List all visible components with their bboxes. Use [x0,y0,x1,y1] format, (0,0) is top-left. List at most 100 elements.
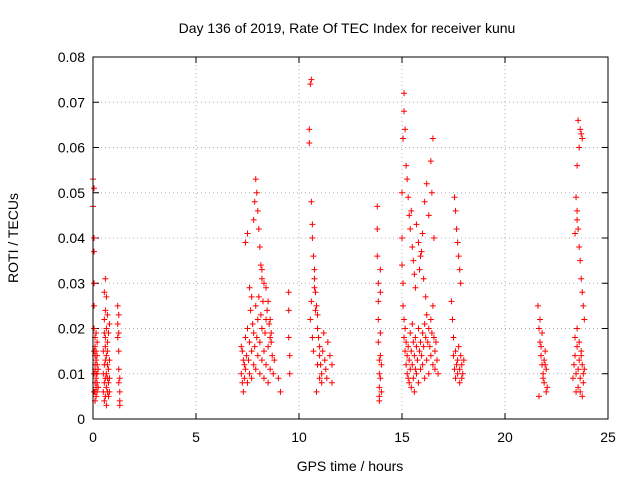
data-point [377,352,384,359]
data-point [375,280,382,287]
data-point [309,235,316,241]
data-point [241,361,248,368]
data-point [91,280,98,287]
data-point [579,289,586,296]
data-point [249,320,256,327]
data-point [412,284,419,291]
data-point [377,266,384,273]
data-point [452,207,459,214]
data-point [377,375,384,382]
data-point [104,339,111,346]
data-point [263,284,270,291]
data-point [252,176,259,183]
data-point [115,348,122,355]
data-point [262,330,269,337]
data-point [403,162,410,169]
data-point [414,357,421,364]
data-point [312,289,319,296]
data-point [411,388,418,395]
data-point [254,352,261,359]
data-point [245,357,252,364]
data-point [412,366,419,373]
data-point [314,311,321,318]
data-point [535,393,542,400]
data-point [573,370,580,377]
data-point [428,189,435,196]
data-point [91,325,98,332]
data-point [93,330,100,337]
data-point [426,343,433,350]
axis-ticks: 0 5 10 15 20 25 0 0.01 0.02 0.03 0.04 0.05 0.06 0.07 0… [58,49,616,445]
data-point [378,388,385,395]
data-point [542,361,549,368]
data-point [456,366,463,373]
data-point [451,366,458,373]
data-points [90,76,588,409]
data-point [286,370,293,377]
grid-lines [93,57,608,419]
data-point [313,302,320,309]
data-point [429,135,436,142]
data-point [376,397,383,404]
data-point [311,275,318,282]
data-point [258,357,265,364]
data-point [412,334,419,341]
data-point [538,352,545,359]
data-point [425,212,432,219]
data-point [114,334,121,341]
data-point [246,284,253,291]
data-point [103,352,110,359]
data-point [401,90,408,97]
data-point [94,388,101,395]
y-tick-label: 0.06 [58,140,85,156]
data-point [429,302,436,309]
data-point [285,289,292,296]
data-point [403,361,410,368]
data-point [243,352,250,359]
data-point [576,339,583,346]
data-point [94,339,101,346]
y-axis-label: ROTI / TECUs [5,193,21,283]
data-point [265,379,272,386]
data-point [91,235,98,241]
data-point [401,108,408,115]
data-point [454,370,461,377]
data-point [450,352,457,359]
data-point [115,311,122,318]
data-point [116,375,123,382]
data-point [427,352,434,359]
data-point [321,357,328,364]
data-point [581,366,588,373]
data-point [258,275,265,282]
data-point [459,370,466,377]
data-point [456,379,463,386]
data-point [572,352,579,359]
data-point [313,388,320,395]
data-point [578,275,585,282]
data-point [574,325,581,332]
data-point [422,334,429,341]
data-point [256,339,263,346]
data-point [413,370,420,377]
data-point [402,126,409,133]
data-point [264,307,271,314]
data-point [91,185,98,192]
data-point [101,397,108,404]
data-point [575,384,582,391]
data-point [574,207,581,214]
data-point [427,316,434,323]
data-point [375,298,382,305]
data-point [309,221,316,228]
data-point [542,348,549,355]
data-point [307,81,314,88]
data-point [306,126,313,133]
data-point [430,334,437,341]
data-point [399,189,405,196]
chart-title: Day 136 of 2019, Rate Of TEC Index for r… [179,20,516,36]
data-point [308,76,315,83]
data-point [242,334,249,341]
data-point [580,379,587,386]
data-point [260,348,267,355]
data-point [423,357,430,364]
x-axis-label: GPS time / hours [297,458,404,474]
